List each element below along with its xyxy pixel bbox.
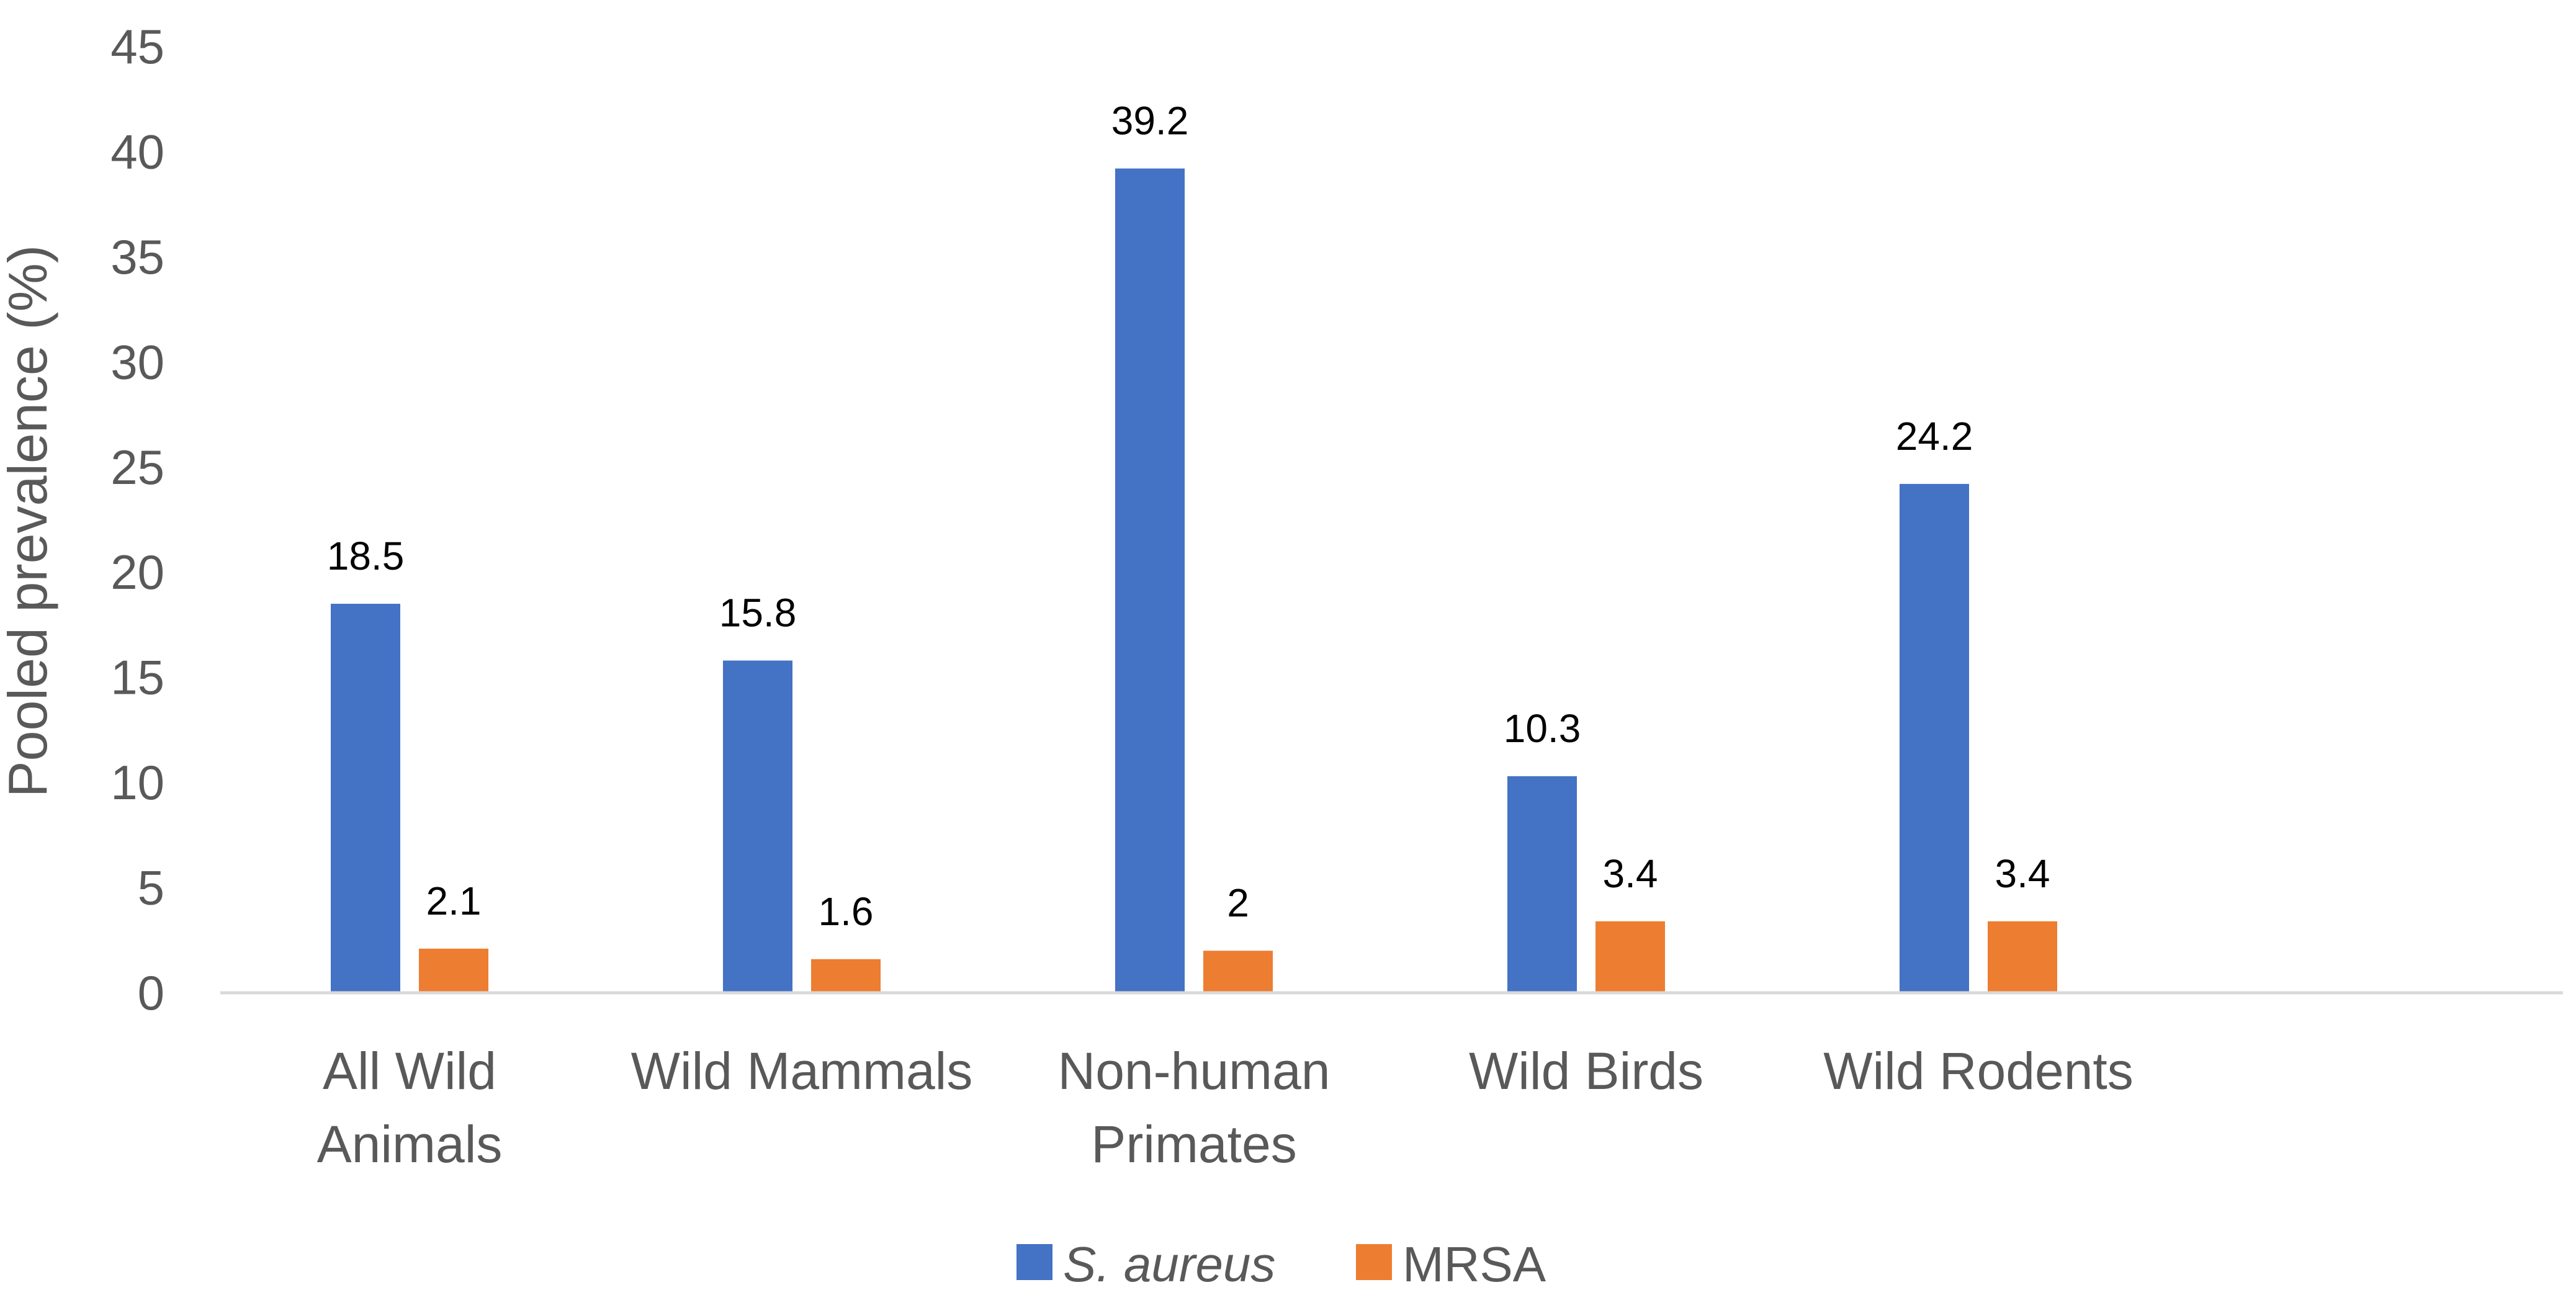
x-tick-label: Wild Birds — [1469, 1042, 1703, 1100]
bar-mrsa — [1203, 951, 1273, 993]
bar-s-aureus — [331, 604, 400, 993]
bar-s-aureus — [1115, 168, 1185, 993]
data-label: 2.1 — [426, 879, 482, 923]
y-tick-label: 35 — [110, 230, 164, 284]
y-tick-label: 45 — [110, 19, 164, 74]
data-label: 15.8 — [719, 591, 797, 635]
x-tick-label: Wild Rodents — [1823, 1042, 2134, 1100]
y-tick-label: 15 — [110, 650, 164, 705]
y-tick-label: 40 — [110, 124, 164, 179]
bar-mrsa — [1988, 921, 2057, 993]
legend-label: MRSA — [1402, 1237, 1546, 1292]
x-tick-label: All Wild Animals — [317, 1042, 503, 1173]
bar-mrsa — [419, 948, 488, 993]
bars — [331, 168, 2057, 993]
y-tick-label: 20 — [110, 545, 164, 599]
data-label: 3.4 — [1603, 851, 1658, 896]
data-labels: 18.5 2.1 15.8 1.6 39.2 2 10.3 3.4 24.2 3.4 — [327, 99, 2050, 934]
bar-mrsa — [811, 959, 881, 993]
x-tick-label: Non-human Primates — [1058, 1042, 1331, 1173]
x-axis: All Wild Animals Wild Mammals Non-human Prim… — [317, 1042, 2134, 1173]
data-label: 10.3 — [1504, 706, 1581, 751]
legend-swatch — [1016, 1244, 1052, 1280]
data-label: 1.6 — [819, 889, 874, 934]
legend-label: S. aureus — [1063, 1237, 1275, 1292]
data-label: 18.5 — [327, 534, 405, 578]
bar-s-aureus — [1900, 483, 1969, 993]
data-label: 39.2 — [1111, 99, 1189, 143]
data-label: 24.2 — [1896, 414, 1973, 459]
legend: S. aureus MRSA — [1016, 1237, 1546, 1292]
y-axis: 0 5 10 15 20 25 30 35 40 45 — [110, 19, 164, 1020]
data-label: 2 — [1227, 880, 1249, 925]
y-axis-title: Pooled prevalence (%) — [0, 245, 58, 797]
x-tick-label: Wild Mammals — [631, 1042, 973, 1100]
data-label: 3.4 — [1995, 851, 2050, 896]
y-tick-label: 10 — [110, 755, 164, 810]
y-tick-label: 0 — [138, 965, 164, 1020]
bar-mrsa — [1595, 921, 1665, 993]
y-tick-label: 5 — [138, 861, 164, 915]
legend-swatch — [1356, 1244, 1392, 1280]
y-tick-label: 25 — [110, 440, 164, 495]
y-tick-label: 30 — [110, 334, 164, 389]
bar-s-aureus — [723, 660, 792, 993]
bar-s-aureus — [1507, 776, 1577, 993]
